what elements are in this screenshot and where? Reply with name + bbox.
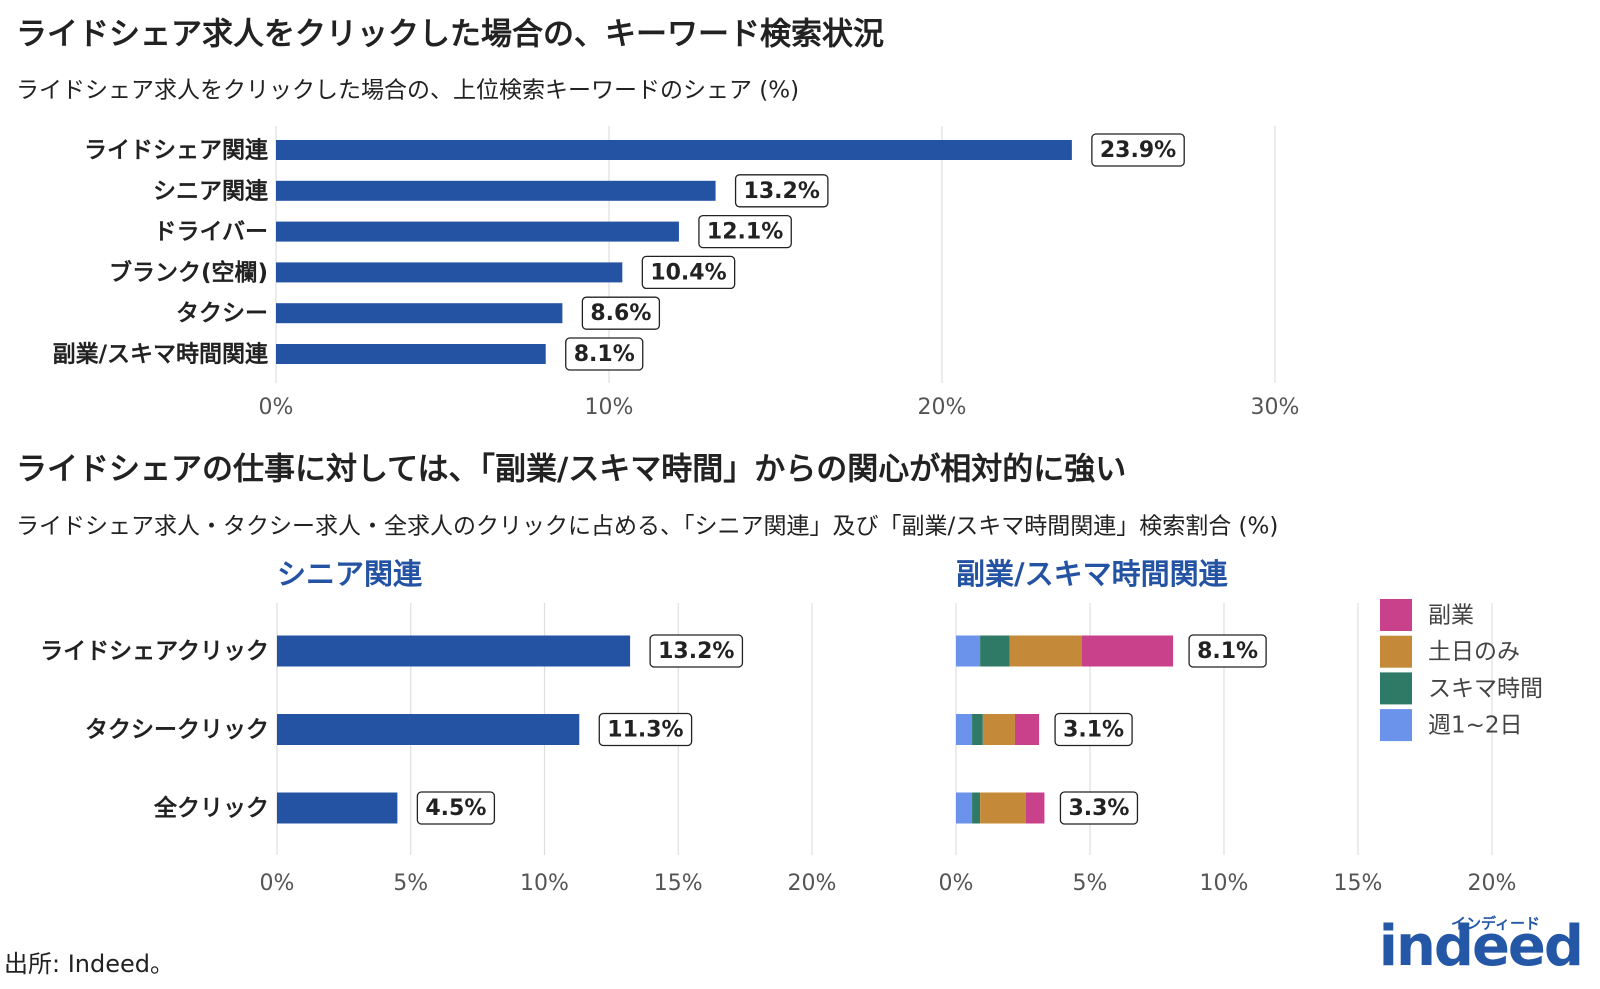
x-tick-label: 15% [1334,871,1383,896]
x-tick-label: 20% [1468,871,1517,896]
bar-segment [956,714,973,745]
bar-segment [956,792,973,824]
legend-label: 副業 [1428,603,1474,629]
chart-title: ライドシェア求人をクリックした場合の、キーワード検索状況 [16,17,884,53]
value-label: 4.5% [425,796,486,821]
source-note: 出所: Indeed。 [4,950,174,978]
y-tick-label: ドライバー [153,219,268,245]
x-tick-label: 10% [1200,871,1249,896]
legend-label: スキマ時間 [1428,676,1543,702]
y-tick-label: シニア関連 [153,178,269,204]
logo: indeed [1379,914,1582,979]
y-tick-label: タクシークリック [85,717,269,743]
x-tick-label: 30% [1251,395,1300,420]
value-label-box [734,174,829,208]
bar-segment [982,714,1015,745]
panel-title: シニア関連 [277,557,423,591]
value-label: 11.3% [607,718,683,743]
value-label-box [565,337,644,371]
x-tick-label: 0% [259,395,294,420]
legend-swatch [1380,599,1412,631]
chart-subtitle: ライドシェア求人・タクシー求人・全求人のクリックに占める、「シニア関連」及び「副… [16,514,1278,540]
x-tick-label: 15% [654,871,703,896]
bar [276,303,563,324]
bar [276,221,679,242]
value-label: 13.2% [744,179,820,204]
legend-swatch [1380,635,1412,668]
y-tick-label: ライドシェアクリック [40,639,269,665]
bar-segment [980,635,1010,667]
x-tick-label: 5% [1073,871,1108,896]
value-label: 13.2% [658,639,734,664]
bar [276,140,1072,160]
y-tick-label: 副業/スキマ時間関連 [53,341,269,368]
x-tick-label: 20% [788,871,837,896]
x-tick-label: 0% [260,871,295,896]
bar [276,344,546,364]
bar [277,714,580,745]
bar-segment [1025,792,1045,824]
value-label-box [649,634,744,668]
y-tick-label: タクシー [176,301,268,327]
chart-subtitle: ライドシェア求人をクリックした場合の、上位検索キーワードのシェア (%) [16,78,799,104]
value-label-box [1091,133,1185,167]
value-label-box [698,214,792,249]
chart-title: ライドシェアの仕事に対しては、「副業/スキマ時間」からの関心が相対的に強い [16,452,1126,488]
bar-segment [972,792,981,824]
value-label: 12.1% [707,220,783,245]
bar-segment [980,792,1026,824]
x-tick-label: 20% [918,395,967,420]
value-label-box [416,791,496,825]
bar-segment [1081,635,1174,667]
x-tick-label: 10% [585,395,634,420]
value-label: 8.6% [590,301,651,326]
value-label: 8.1% [1197,639,1258,664]
legend-label: 週1~2日 [1428,713,1523,739]
value-label-box [581,296,661,330]
x-tick-label: 5% [393,871,428,896]
value-label-box [598,712,693,747]
bar [276,180,716,201]
bar [277,792,398,824]
bar-segment [1009,635,1082,667]
legend-label: 土日のみ [1428,639,1520,665]
value-label-box [641,255,736,290]
value-label: 10.4% [650,260,726,285]
value-label: 3.3% [1068,796,1129,821]
bar-segment [1014,714,1040,745]
legend-swatch [1380,672,1412,705]
value-label: 8.1% [574,342,635,367]
y-tick-label: ライドシェア関連 [84,138,269,164]
logo-kana: インディード [1451,915,1540,933]
y-tick-label: ブランク(空欄) [109,259,268,286]
bar [277,635,631,667]
x-tick-label: 10% [520,871,569,896]
bar-segment [972,714,983,745]
value-label-box [1054,712,1133,747]
legend-swatch [1380,709,1412,742]
x-tick-label: 0% [939,871,974,896]
y-tick-label: 全クリック [153,795,269,822]
bar [276,262,623,283]
bar-segment [956,635,981,667]
value-label-box [1059,791,1139,825]
value-label: 23.9% [1100,138,1176,163]
panel-title: 副業/スキマ時間関連 [956,557,1229,591]
value-label-box [1188,634,1267,668]
value-label: 3.1% [1063,718,1124,743]
